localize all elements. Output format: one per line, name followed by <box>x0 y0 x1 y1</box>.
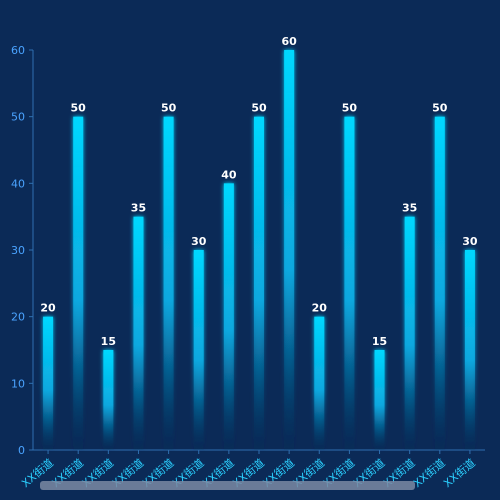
bar[interactable] <box>73 116 84 451</box>
bar-value-label: 15 <box>372 335 387 348</box>
bar[interactable] <box>193 250 204 450</box>
bar[interactable] <box>254 116 264 451</box>
bar-value-label: 50 <box>251 102 267 115</box>
bar-value-label: 60 <box>281 35 297 48</box>
bar-value-label: 50 <box>71 102 87 115</box>
horizontal-scrollbar[interactable] <box>40 481 415 490</box>
bar-value-label: 35 <box>131 202 146 215</box>
bar[interactable] <box>434 116 445 451</box>
value-labels-group: 20 50 15 35 50 30 40 50 60 20 50 15 35 50 30 <box>40 35 478 348</box>
bar-value-label: 50 <box>342 102 358 115</box>
bar-value-label: 20 <box>40 302 56 315</box>
bar[interactable] <box>103 350 114 450</box>
bar[interactable] <box>223 183 234 451</box>
bar-value-label: 30 <box>191 235 207 248</box>
bar-value-label: 40 <box>221 168 237 181</box>
bar[interactable] <box>404 216 415 450</box>
y-tick-label: 0 <box>18 444 25 457</box>
bar[interactable] <box>344 116 355 451</box>
bar[interactable] <box>284 50 295 450</box>
bar-value-label: 30 <box>462 235 478 248</box>
bar-value-label: 50 <box>161 102 177 115</box>
bar-value-label: 35 <box>402 202 417 215</box>
y-tick-label: 60 <box>11 44 25 57</box>
bar-value-label: 15 <box>101 335 116 348</box>
bar-value-label: 50 <box>432 102 448 115</box>
bar[interactable] <box>374 350 385 450</box>
bar[interactable] <box>314 316 325 450</box>
x-tick-label: XX街道 <box>440 456 477 491</box>
y-tick-label: 10 <box>11 377 25 390</box>
bars-group <box>43 50 475 451</box>
y-tick-label: 20 <box>11 311 25 324</box>
bar[interactable] <box>43 316 54 450</box>
bar[interactable] <box>163 116 174 451</box>
y-tick-label: 50 <box>11 111 25 124</box>
x-tick-label: XX街道 <box>410 456 447 491</box>
bar-value-label: 20 <box>312 302 328 315</box>
bar[interactable] <box>464 250 475 450</box>
y-tick-label: 30 <box>11 244 25 257</box>
y-tick-label: 40 <box>11 177 25 190</box>
y-axis: 0 10 20 30 40 50 60 <box>11 44 34 457</box>
bar[interactable] <box>133 216 144 450</box>
